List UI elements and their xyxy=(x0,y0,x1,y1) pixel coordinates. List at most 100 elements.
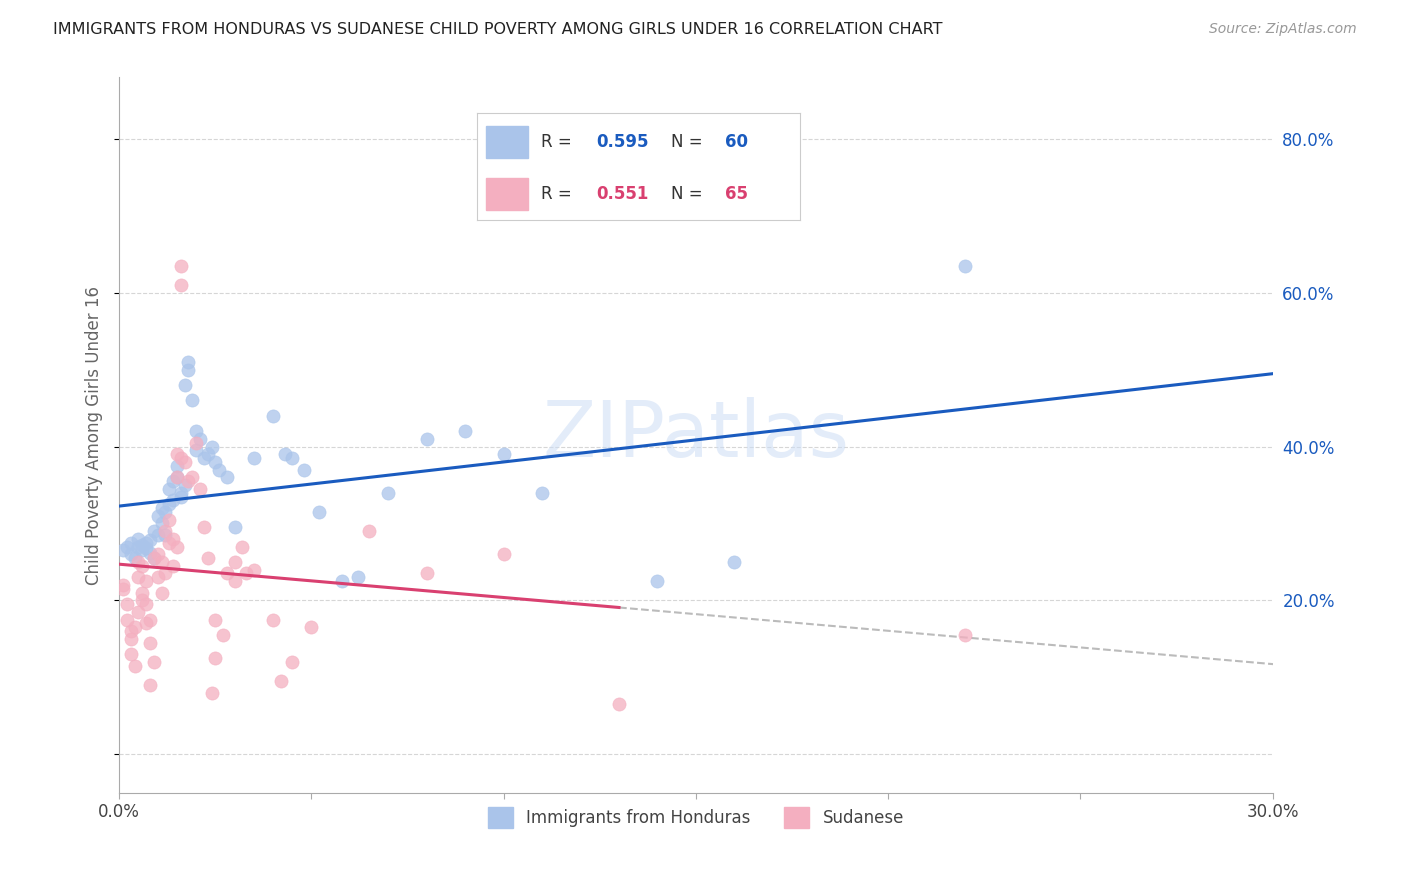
Point xyxy=(188,432,211,446)
Point xyxy=(224,574,246,589)
Text: Source: ZipAtlas.com: Source: ZipAtlas.com xyxy=(1209,22,1357,37)
Point xyxy=(155,505,177,519)
Point xyxy=(224,520,246,534)
Point xyxy=(146,570,169,584)
Point xyxy=(953,628,976,642)
Point xyxy=(186,435,208,450)
Point xyxy=(155,566,177,581)
Point xyxy=(262,409,284,423)
Point xyxy=(131,593,153,607)
Point xyxy=(120,624,142,639)
Point xyxy=(377,485,399,500)
Point xyxy=(193,520,215,534)
Point xyxy=(146,547,169,561)
Point xyxy=(292,463,315,477)
Point xyxy=(162,532,184,546)
Point xyxy=(454,424,477,438)
Point xyxy=(139,533,162,548)
Point xyxy=(281,451,304,466)
Point xyxy=(243,451,266,466)
Point xyxy=(235,566,257,581)
Point xyxy=(173,455,195,469)
Point xyxy=(177,362,200,376)
Point xyxy=(135,616,157,631)
Point xyxy=(135,541,157,555)
Point xyxy=(177,355,200,369)
Point xyxy=(120,647,142,661)
Point xyxy=(162,493,184,508)
Point xyxy=(215,470,238,484)
Point xyxy=(166,470,188,484)
Point xyxy=(197,551,219,566)
Point xyxy=(162,474,184,488)
Point xyxy=(204,455,226,469)
Point xyxy=(308,505,330,519)
Point xyxy=(212,628,235,642)
Point xyxy=(416,432,439,446)
Point xyxy=(162,558,184,573)
Point xyxy=(155,524,177,538)
Legend: Immigrants from Honduras, Sudanese: Immigrants from Honduras, Sudanese xyxy=(481,801,911,834)
Point xyxy=(120,547,142,561)
Point xyxy=(128,532,150,546)
Point xyxy=(215,566,238,581)
Point xyxy=(112,578,135,592)
Point xyxy=(273,447,295,461)
Point xyxy=(166,540,188,554)
Point xyxy=(200,686,222,700)
Point xyxy=(181,393,204,408)
Point xyxy=(139,546,162,560)
Point xyxy=(224,555,246,569)
Text: ZIPatlas: ZIPatlas xyxy=(543,397,849,473)
Point xyxy=(124,658,146,673)
Point xyxy=(139,678,162,692)
Point xyxy=(208,463,231,477)
Point xyxy=(142,524,165,538)
Point xyxy=(150,516,173,531)
Point xyxy=(150,585,173,599)
Point xyxy=(135,597,157,611)
Point xyxy=(197,447,219,461)
Point xyxy=(131,543,153,558)
Point xyxy=(186,424,208,438)
Point xyxy=(170,278,193,293)
Point xyxy=(146,528,169,542)
Point xyxy=(262,613,284,627)
Point xyxy=(173,478,195,492)
Point xyxy=(647,574,669,589)
Point xyxy=(112,582,135,596)
Point xyxy=(131,558,153,573)
Point xyxy=(146,508,169,523)
Point xyxy=(181,470,204,484)
Point xyxy=(157,513,180,527)
Point xyxy=(186,443,208,458)
Point xyxy=(150,555,173,569)
Point xyxy=(492,447,515,461)
Point xyxy=(142,655,165,669)
Point xyxy=(131,585,153,599)
Point xyxy=(142,551,165,566)
Point xyxy=(177,474,200,488)
Point xyxy=(166,447,188,461)
Point xyxy=(128,540,150,554)
Point xyxy=(200,440,222,454)
Point xyxy=(139,613,162,627)
Point xyxy=(173,378,195,392)
Point xyxy=(131,538,153,552)
Point xyxy=(128,605,150,619)
Point xyxy=(124,620,146,634)
Point xyxy=(155,528,177,542)
Point xyxy=(139,636,162,650)
Point xyxy=(115,597,138,611)
Point xyxy=(416,566,439,581)
Point xyxy=(128,570,150,584)
Point xyxy=(135,535,157,549)
Point xyxy=(301,620,323,634)
Point xyxy=(607,697,630,711)
Point xyxy=(128,555,150,569)
Point xyxy=(953,259,976,273)
Point xyxy=(142,551,165,566)
Point xyxy=(531,485,554,500)
Point xyxy=(157,535,180,549)
Point xyxy=(170,259,193,273)
